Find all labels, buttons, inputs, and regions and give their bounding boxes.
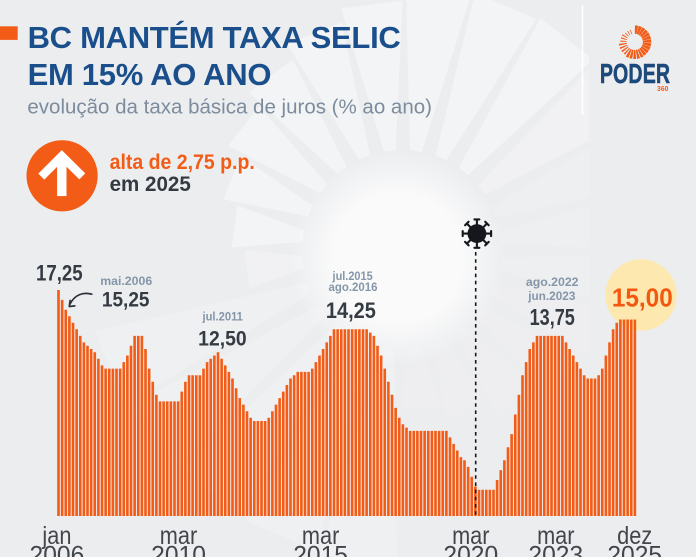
svg-text:2020: 2020 [443,542,498,557]
svg-text:14,25: 14,25 [326,298,376,323]
svg-text:mar: mar [160,521,198,549]
svg-text:jun.2023: jun.2023 [527,289,575,303]
svg-text:360: 360 [657,84,668,94]
svg-text:EM 15% AO ANO: EM 15% AO ANO [28,57,272,92]
svg-text:2025: 2025 [607,542,662,557]
svg-text:13,75: 13,75 [530,305,576,331]
svg-text:ago.2022: ago.2022 [526,275,579,289]
svg-text:mar: mar [537,521,575,549]
svg-text:2023: 2023 [528,542,583,557]
svg-text:jul.2015: jul.2015 [332,269,374,283]
svg-text:2015: 2015 [293,542,348,557]
svg-text:evolução da taxa básica de jur: evolução da taxa básica de juros (% ao a… [27,95,432,118]
svg-text:2006: 2006 [30,542,85,557]
svg-text:2010: 2010 [151,542,206,557]
svg-text:mar: mar [452,521,490,549]
svg-text:15,00: 15,00 [612,284,673,313]
svg-text:mar: mar [302,521,340,549]
svg-text:BC MANTÉM TAXA SELIC: BC MANTÉM TAXA SELIC [28,20,401,55]
svg-text:jan: jan [41,521,71,549]
svg-text:PODER: PODER [600,59,670,90]
svg-text:17,25: 17,25 [36,261,83,286]
svg-text:ago.2016: ago.2016 [329,280,378,294]
svg-text:dez: dez [617,521,652,549]
svg-text:12,50: 12,50 [198,326,246,350]
svg-text:alta de 2,75 p.p.: alta de 2,75 p.p. [110,152,255,175]
svg-text:mai.2006: mai.2006 [100,274,152,288]
svg-text:15,25: 15,25 [102,288,150,311]
svg-text:em 2025: em 2025 [110,173,192,196]
svg-text:jul.2011: jul.2011 [202,310,244,324]
